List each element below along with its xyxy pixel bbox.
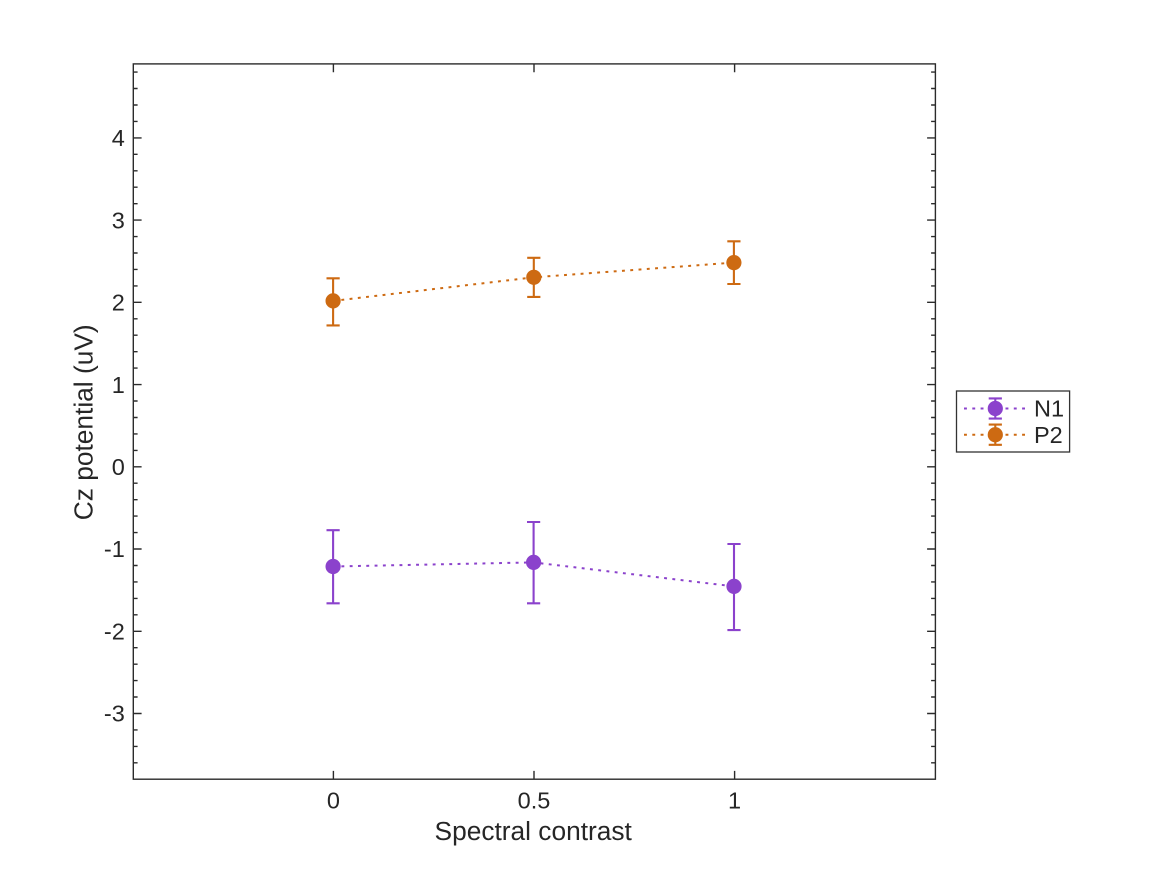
svg-text:0: 0 <box>112 454 125 480</box>
svg-text:P2: P2 <box>1034 422 1063 448</box>
svg-text:-3: -3 <box>104 701 125 727</box>
svg-text:Cz potential (uV): Cz potential (uV) <box>68 324 98 520</box>
svg-text:Spectral contrast: Spectral contrast <box>435 816 633 846</box>
svg-text:0: 0 <box>327 787 340 813</box>
svg-text:4: 4 <box>112 125 125 151</box>
svg-text:-2: -2 <box>104 619 125 645</box>
svg-text:1: 1 <box>112 372 125 398</box>
svg-text:3: 3 <box>112 207 125 233</box>
svg-text:1: 1 <box>728 787 741 813</box>
svg-text:N1: N1 <box>1034 396 1064 422</box>
svg-text:2: 2 <box>112 290 125 316</box>
svg-text:-1: -1 <box>104 536 125 562</box>
svg-text:0.5: 0.5 <box>518 787 551 813</box>
